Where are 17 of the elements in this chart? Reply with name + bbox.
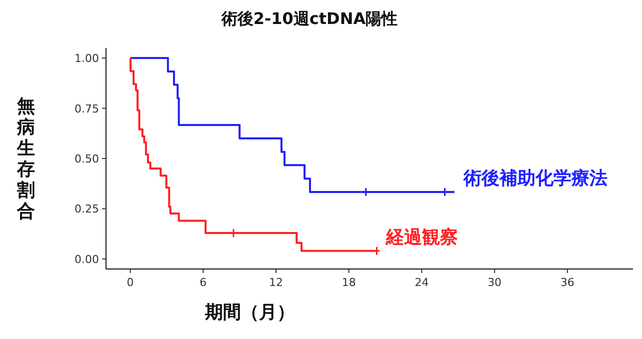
y-tick-label: 0.75 — [74, 102, 99, 116]
y-axis-title: 無病生存割合 — [16, 96, 35, 222]
series-label: 経過観察 — [384, 226, 458, 248]
chart-title: 術後2-10週ctDNA陽性 — [220, 9, 398, 28]
x-axis-title: 期間（月） — [204, 302, 295, 323]
x-tick-label: 0 — [126, 276, 134, 289]
x-tick-label: 18 — [342, 276, 356, 289]
x-tick-label: 12 — [269, 276, 283, 289]
x-tick-label: 6 — [200, 276, 207, 289]
x-tick-label: 30 — [488, 276, 502, 289]
y-tick-label: 0.25 — [74, 202, 99, 216]
x-tick-label: 36 — [560, 276, 574, 289]
series-label: 術後補助化学療法 — [462, 168, 608, 189]
y-tick-label: 0.50 — [74, 152, 99, 166]
y-tick-label: 0.00 — [74, 252, 99, 266]
x-tick-label: 24 — [414, 276, 429, 289]
y-tick-label: 1.00 — [74, 52, 99, 66]
